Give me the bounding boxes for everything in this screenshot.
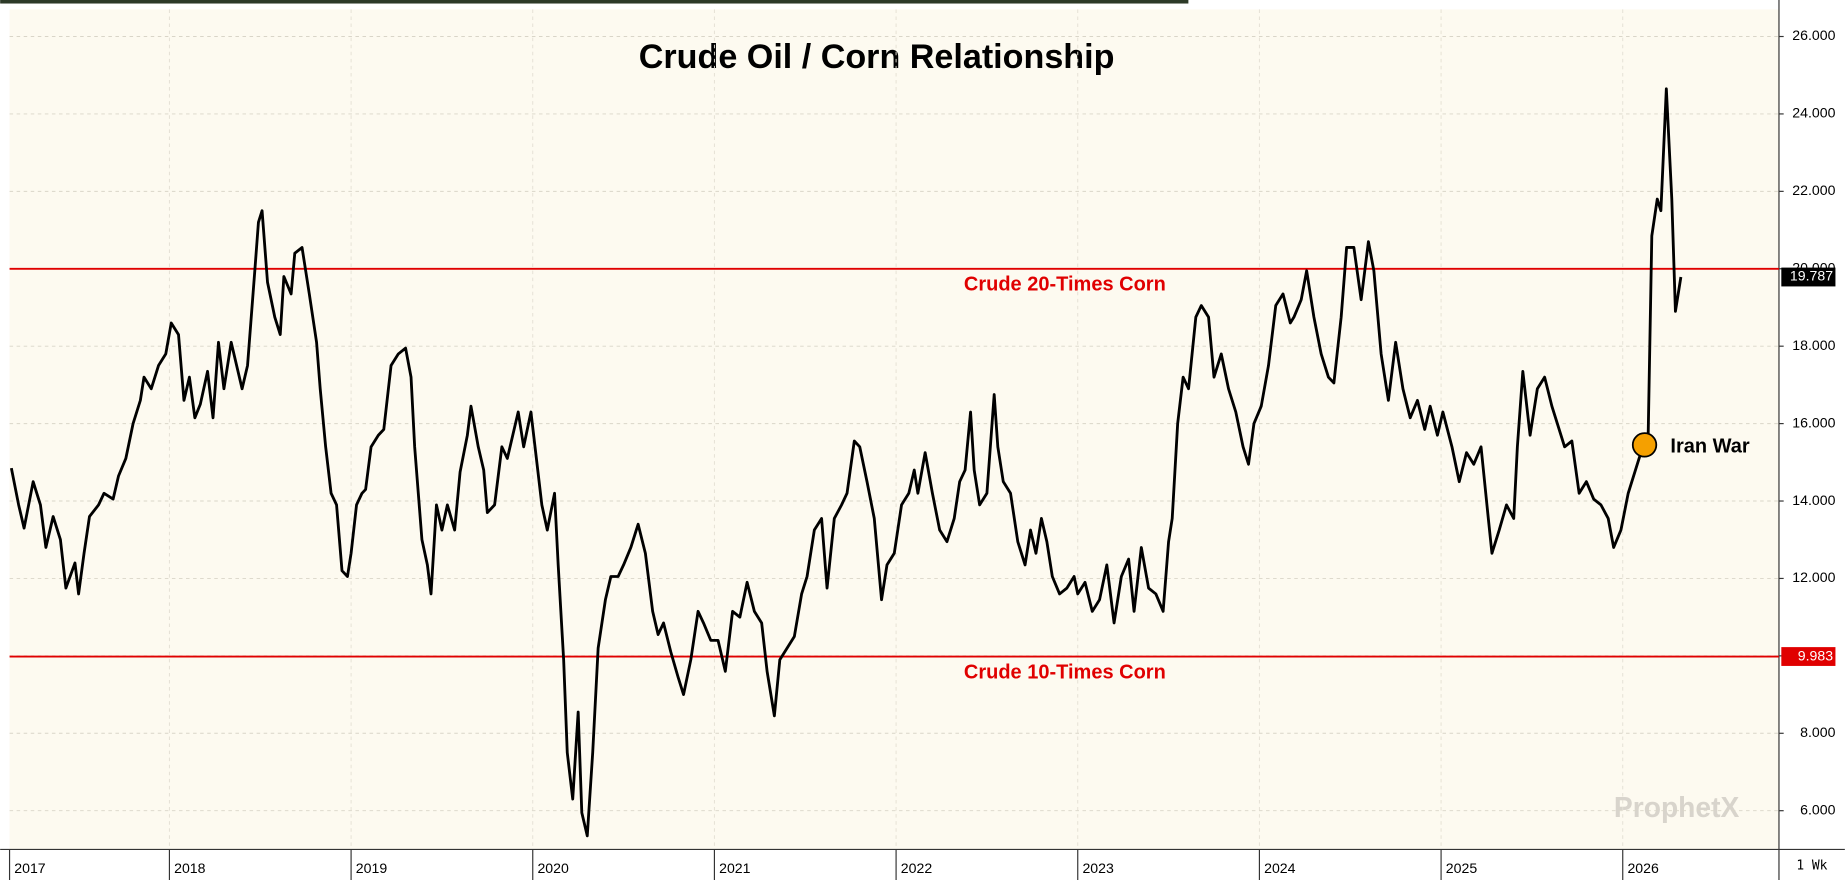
x-tick-label: 2017 [14, 860, 46, 876]
series-line [9, 87, 1683, 838]
x-tick-label: 2022 [901, 860, 933, 876]
x-tick-label: 2023 [1082, 860, 1114, 876]
y-tick-label: 16.000 [1792, 414, 1835, 430]
y-tick-label: 26.000 [1792, 27, 1835, 43]
x-tick-label: 2024 [1264, 860, 1296, 876]
y-tick-label: 14.000 [1792, 492, 1835, 508]
y-tick-label: 22.000 [1792, 182, 1835, 198]
y-tick-label: 18.000 [1792, 337, 1835, 353]
x-tick-label: 2019 [356, 860, 388, 876]
y-tick-label: 24.000 [1792, 105, 1835, 121]
reference-label: Crude 20-Times Corn [964, 274, 1166, 296]
price-tag-label: 9.983 [1798, 647, 1833, 663]
y-tick-label: 12.000 [1792, 569, 1835, 585]
annotation-label: Iran War [1670, 436, 1749, 458]
price-tag [1781, 647, 1836, 666]
annotation-marker [1631, 432, 1658, 458]
chart-title: Crude Oil / Corn Relationship [639, 38, 1115, 76]
reference-label: Crude 10-Times Corn [964, 661, 1166, 683]
x-tick-label: 2021 [719, 860, 751, 876]
interval-label: 1 Wk [1796, 858, 1827, 873]
last-value-tag [1781, 267, 1836, 287]
x-tick-label: 2018 [174, 860, 206, 876]
y-tick-label: 6.000 [1800, 801, 1835, 817]
x-tick-label: 2026 [1627, 860, 1659, 876]
y-tick-label: 8.000 [1800, 724, 1835, 740]
last-value-label: 19.787 [1790, 268, 1833, 284]
x-tick-label: 2025 [1446, 860, 1478, 876]
top-strip [0, 0, 1189, 4]
watermark: ProphetX [1614, 791, 1740, 823]
x-tick-label: 2020 [537, 860, 569, 876]
plot-area [9, 9, 1779, 850]
